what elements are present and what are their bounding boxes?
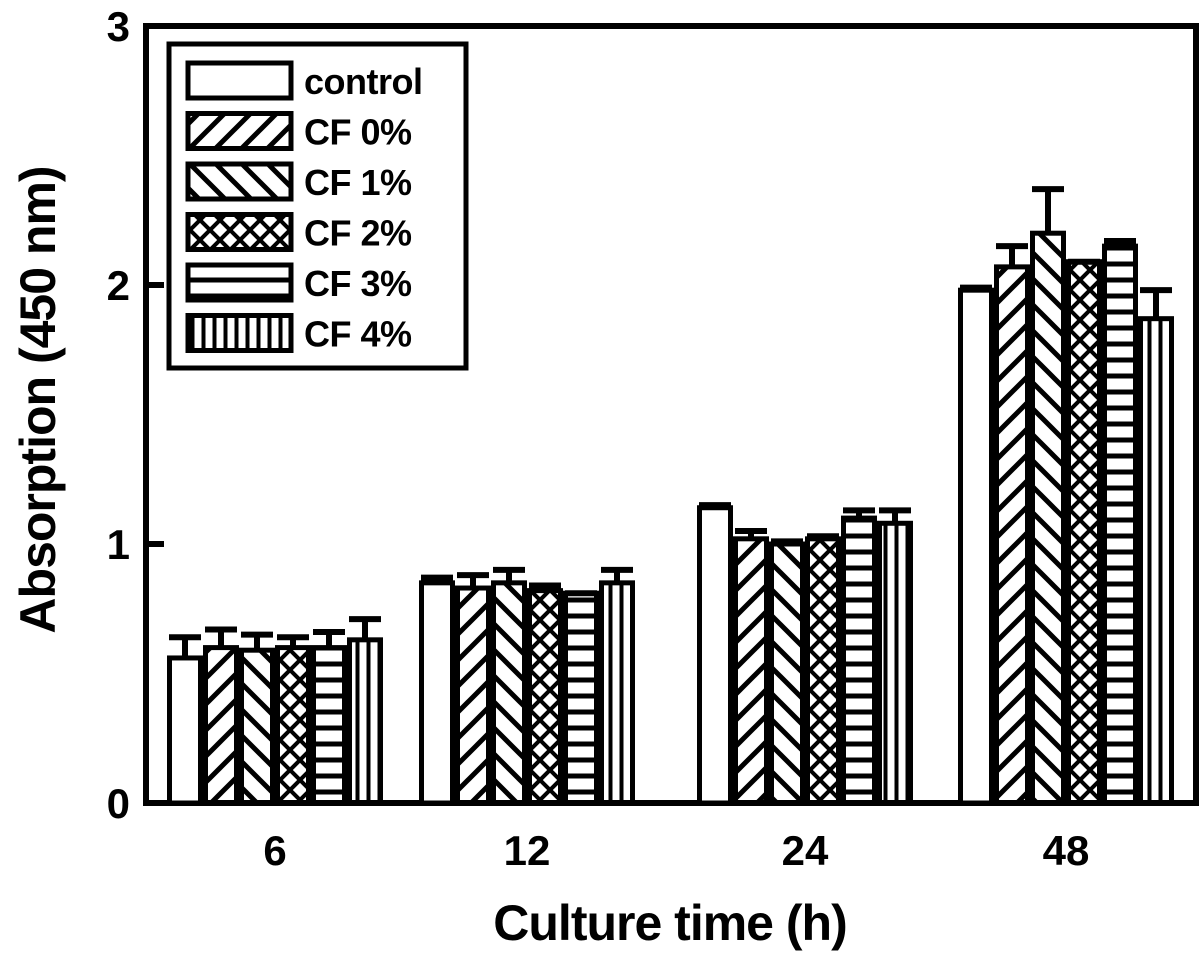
legend-swatch (185, 262, 294, 303)
x-axis-title: Culture time (h) (493, 895, 846, 951)
bar-cf-4-48h (1138, 316, 1174, 806)
bar-cf-3-48h (1102, 243, 1138, 806)
legend-swatch (185, 60, 294, 101)
y-tick-label: 3 (107, 3, 130, 50)
bar-group-24h (697, 502, 913, 806)
bar-group-6h (167, 616, 383, 806)
legend-swatch (185, 111, 294, 151)
bar-cf-4-24h (877, 520, 913, 806)
legend: control CF 0% CF 1% CF 2% CF 3% CF 4% (166, 41, 469, 371)
legend-label: control (304, 61, 423, 102)
legend-swatch (185, 212, 294, 252)
bar-cf-3-12h (563, 590, 599, 806)
bar-cf-3-6h (311, 645, 347, 806)
bar-control-48h (958, 287, 994, 806)
legend-item: CF 2% (185, 212, 413, 254)
legend-item: CF 0% (185, 111, 413, 153)
x-tick-label: 24 (782, 827, 829, 874)
bar-cf-0-6h (203, 645, 239, 806)
legend-item: CF 4% (185, 313, 413, 355)
bar-group-48h (958, 186, 1174, 806)
bar-cf-2-6h (275, 645, 311, 806)
bar-cf-4-12h (599, 580, 635, 806)
y-tick-label: 2 (107, 262, 130, 309)
bar-cf-2-24h (805, 536, 841, 806)
x-axis: 6 12 24 48 (263, 827, 1089, 874)
bar-cf-2-48h (1066, 259, 1102, 806)
x-tick-label: 48 (1043, 827, 1090, 874)
legend-label: CF 0% (304, 112, 412, 153)
legend-swatch (185, 161, 294, 202)
x-tick-label: 6 (263, 827, 286, 874)
bar-cf-1-24h (769, 541, 805, 806)
bar-control-6h (167, 655, 203, 806)
x-tick-label: 12 (504, 827, 551, 874)
bar-cf-0-48h (994, 264, 1030, 806)
bars-layer (167, 186, 1174, 806)
legend-label: CF 1% (304, 162, 412, 203)
bar-cf-0-12h (455, 585, 491, 806)
y-axis: 0 1 2 3 (107, 3, 164, 827)
bar-cf-1-6h (239, 647, 275, 806)
y-axis-title: Absorption (450 nm) (10, 166, 66, 633)
legend-label: CF 2% (304, 213, 412, 254)
legend-label: CF 4% (304, 314, 412, 355)
y-tick-label: 1 (107, 521, 130, 568)
bar-cf-2-12h (527, 588, 563, 806)
bar-cf-4-6h (347, 637, 383, 806)
bar-group-12h (419, 566, 635, 806)
legend-item: control (185, 60, 423, 102)
bar-control-24h (697, 505, 733, 806)
legend-swatch (185, 313, 294, 353)
bar-cf-1-48h (1030, 230, 1066, 806)
legend-label: CF 3% (304, 263, 412, 304)
bar-cf-0-24h (733, 536, 769, 806)
legend-item: CF 3% (185, 262, 413, 304)
bar-control-12h (419, 580, 455, 806)
y-tick-label: 0 (107, 780, 130, 827)
legend-item: CF 1% (185, 161, 413, 203)
bar-cf-3-24h (841, 515, 877, 806)
bar-cf-1-12h (491, 580, 527, 806)
plot-frame (143, 23, 1199, 806)
